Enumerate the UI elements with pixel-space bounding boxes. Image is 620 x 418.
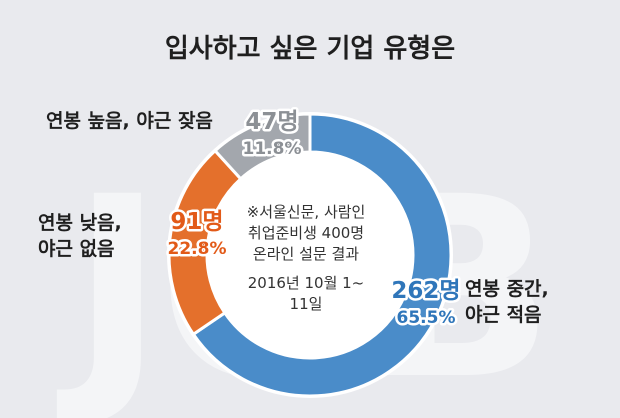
count-mid-pay: 262명	[391, 278, 460, 304]
count-high-pay: 47명	[245, 109, 298, 135]
label-mid-line1: 연봉 중간,	[465, 278, 549, 300]
label-low-line2: 야근 없음	[38, 238, 115, 260]
label-high-line1: 연봉 높음, 야근 잦음	[46, 110, 213, 132]
percent-mid-pay: 65.5%	[397, 308, 456, 328]
label-low-pay-no-overtime: 연봉 낮음, 야근 없음	[38, 210, 122, 262]
note-line3: 온라인 설문 결과	[252, 245, 360, 263]
percent-low-pay: 22.8%	[168, 239, 227, 259]
donut-hole	[207, 152, 413, 358]
label-mid-pay-little-overtime: 연봉 중간, 야근 적음	[465, 276, 549, 328]
note-line4: 2016년 10월 1~	[247, 274, 365, 292]
label-low-line1: 연봉 낮음,	[38, 212, 122, 234]
note-line5: 11일	[289, 295, 323, 313]
note-line1: ※서울신문, 사람인	[246, 203, 366, 221]
label-mid-line2: 야근 적음	[465, 304, 542, 326]
survey-note: ※서울신문, 사람인 취업준비생 400명 온라인 설문 결과 2016년 10…	[218, 202, 394, 315]
count-low-pay: 91명	[170, 209, 223, 235]
chart-title: 입사하고 싶은 기업 유형은	[164, 34, 456, 64]
percent-high-pay: 11.8%	[243, 139, 302, 159]
note-line2: 취업준비생 400명	[247, 224, 365, 242]
label-high-pay-frequent-overtime: 연봉 높음, 야근 잦음	[46, 108, 213, 134]
